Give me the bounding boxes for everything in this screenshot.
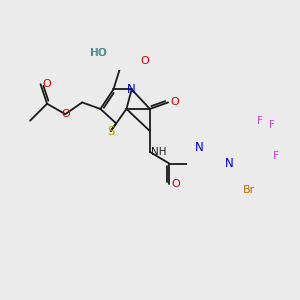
Text: Br: Br [243, 184, 255, 195]
Text: HO: HO [90, 48, 106, 58]
Text: HO: HO [91, 48, 107, 58]
Text: F: F [273, 151, 279, 161]
Text: F: F [269, 119, 275, 130]
Text: NH: NH [151, 147, 166, 157]
Text: N: N [225, 157, 233, 170]
Text: S: S [107, 124, 115, 138]
Text: N: N [127, 83, 136, 96]
Text: O: O [172, 179, 181, 189]
Text: O: O [140, 56, 149, 66]
Text: F: F [257, 116, 263, 126]
Text: O: O [170, 98, 179, 107]
Text: N: N [195, 142, 204, 154]
Text: O: O [61, 109, 70, 119]
Text: O: O [42, 79, 51, 89]
